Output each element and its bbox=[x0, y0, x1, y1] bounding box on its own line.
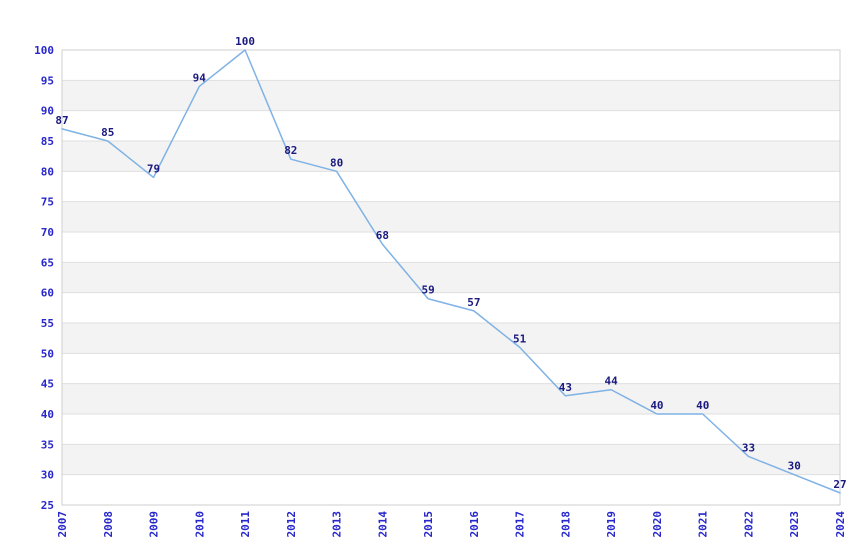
y-tick-label: 25 bbox=[41, 499, 54, 512]
grid-band bbox=[62, 141, 840, 172]
point-label: 68 bbox=[376, 229, 389, 242]
grid-band bbox=[62, 323, 840, 354]
point-label: 40 bbox=[650, 399, 663, 412]
x-tick-label: 2013 bbox=[331, 511, 344, 538]
y-tick-label: 70 bbox=[41, 226, 54, 239]
y-tick-label: 100 bbox=[34, 44, 54, 57]
y-tick-label: 50 bbox=[41, 347, 54, 360]
point-label: 80 bbox=[330, 156, 343, 169]
point-label: 40 bbox=[696, 399, 709, 412]
x-tick-label: 2020 bbox=[651, 511, 664, 538]
x-tick-label: 2018 bbox=[559, 511, 572, 538]
y-tick-label: 40 bbox=[41, 408, 54, 421]
y-tick-label: 90 bbox=[41, 105, 54, 118]
y-tick-label: 35 bbox=[41, 438, 54, 451]
point-label: 85 bbox=[101, 126, 114, 139]
y-tick-label: 30 bbox=[41, 469, 54, 482]
point-label: 79 bbox=[147, 162, 160, 175]
x-tick-label: 2016 bbox=[468, 511, 481, 538]
point-label: 87 bbox=[55, 114, 68, 127]
grid-band bbox=[62, 444, 840, 475]
x-tick-label: 2014 bbox=[376, 511, 389, 538]
point-label: 27 bbox=[833, 478, 846, 491]
point-label: 57 bbox=[467, 296, 480, 309]
point-label: 82 bbox=[284, 144, 297, 157]
x-tick-label: 2021 bbox=[697, 511, 710, 538]
x-tick-label: 2010 bbox=[193, 511, 206, 538]
grid-band bbox=[62, 383, 840, 414]
x-tick-label: 2009 bbox=[148, 511, 161, 538]
x-tick-label: 2023 bbox=[788, 511, 801, 538]
y-tick-label: 45 bbox=[41, 378, 54, 391]
x-tick-label: 2022 bbox=[742, 511, 755, 538]
point-label: 94 bbox=[193, 71, 207, 84]
y-tick-label: 60 bbox=[41, 287, 54, 300]
x-tick-label: 2017 bbox=[514, 511, 527, 538]
series-line bbox=[61, 49, 841, 494]
x-tick-label: 2019 bbox=[605, 511, 618, 538]
grid-band bbox=[62, 201, 840, 232]
point-label: 59 bbox=[421, 284, 434, 297]
x-tick-label: 2011 bbox=[239, 511, 252, 538]
y-tick-label: 75 bbox=[41, 196, 54, 209]
point-label: 43 bbox=[559, 381, 572, 394]
y-tick-label: 65 bbox=[41, 256, 54, 269]
point-label: 44 bbox=[605, 375, 619, 388]
point-label: 51 bbox=[513, 332, 527, 345]
x-tick-label: 2007 bbox=[56, 511, 69, 538]
x-tick-label: 2015 bbox=[422, 511, 435, 538]
point-label: 33 bbox=[742, 441, 755, 454]
point-label: 30 bbox=[788, 460, 801, 473]
x-tick-label: 2008 bbox=[102, 511, 115, 538]
grid-band bbox=[62, 80, 840, 111]
grid-band bbox=[62, 262, 840, 293]
y-tick-label: 55 bbox=[41, 317, 54, 330]
x-tick-label: 2012 bbox=[285, 511, 298, 538]
plot-border bbox=[61, 49, 841, 506]
x-tick-label: 2024 bbox=[834, 511, 847, 538]
point-label: 100 bbox=[235, 35, 255, 48]
y-tick-label: 85 bbox=[41, 135, 54, 148]
y-tick-label: 80 bbox=[41, 165, 54, 178]
y-tick-label: 95 bbox=[41, 74, 54, 87]
